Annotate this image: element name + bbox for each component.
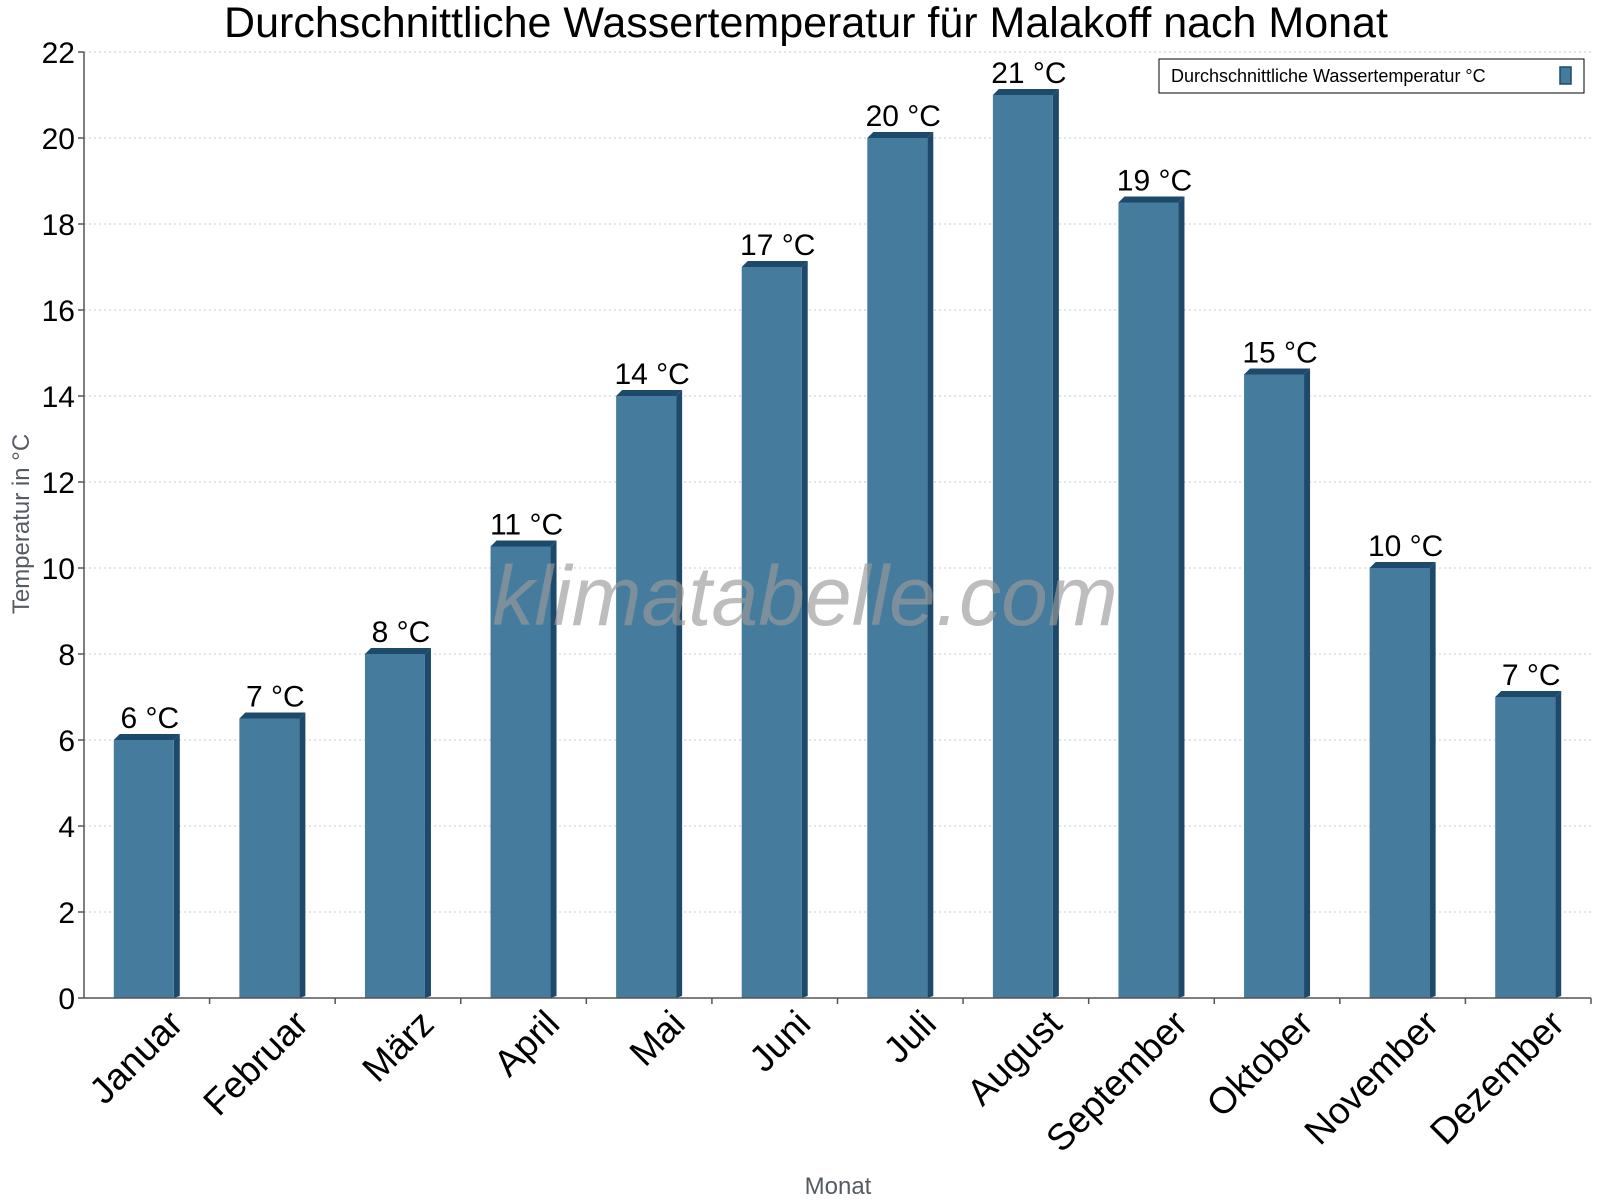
- bar-8: [993, 89, 1059, 998]
- data-label: 7 °C: [1502, 659, 1561, 692]
- y-axis-title: Temperatur in °C: [8, 434, 35, 614]
- y-tick-label: 2: [58, 897, 75, 930]
- y-tick-label: 4: [58, 811, 75, 844]
- legend: Durchschnittliche Wassertemperatur °C: [1159, 59, 1584, 93]
- x-tick-label: Dezember: [1422, 1003, 1572, 1153]
- data-label: 19 °C: [1117, 165, 1192, 198]
- data-label: 7 °C: [246, 681, 305, 714]
- bar-11: [1370, 562, 1436, 998]
- x-tick-label: Juni: [741, 1003, 818, 1080]
- bar-side: [299, 713, 305, 999]
- bar-front: [1244, 375, 1304, 999]
- x-tick-label: April: [486, 1003, 567, 1084]
- bar-front: [114, 740, 174, 998]
- data-label: 20 °C: [866, 100, 941, 133]
- x-tick-label: März: [354, 1003, 441, 1090]
- bar-5: [616, 390, 682, 998]
- bar-9: [1118, 197, 1184, 999]
- bar-2: [239, 713, 305, 999]
- data-label: 11 °C: [490, 509, 563, 542]
- y-tick-label: 18: [42, 209, 75, 242]
- bar-front: [993, 95, 1053, 998]
- bar-front: [239, 719, 299, 999]
- x-tick-label: Februar: [195, 1003, 316, 1124]
- bar-1: [114, 734, 180, 998]
- data-label: 17 °C: [740, 229, 815, 262]
- y-tick-label: 16: [42, 295, 75, 328]
- legend-label: Durchschnittliche Wassertemperatur °C: [1171, 66, 1486, 86]
- bar-side: [676, 390, 682, 998]
- y-tick-label: 10: [42, 553, 75, 586]
- y-tick-label: 8: [58, 639, 75, 672]
- bar-front: [1495, 697, 1555, 998]
- data-label: 15 °C: [1242, 337, 1317, 370]
- bar-side: [425, 648, 431, 998]
- bar-side: [1178, 197, 1184, 999]
- bar-3: [365, 648, 431, 998]
- y-tick-label: 14: [42, 381, 75, 414]
- y-tick-label: 6: [58, 725, 75, 758]
- bar-front: [1118, 203, 1178, 999]
- data-label: 10 °C: [1368, 530, 1443, 563]
- bar-side: [1430, 562, 1436, 998]
- chart-title: Durchschnittliche Wassertemperatur für M…: [224, 0, 1388, 47]
- bar-side: [1304, 369, 1310, 999]
- bar-side: [1053, 89, 1059, 998]
- x-tick-label: Juli: [876, 1003, 944, 1071]
- bar-front: [616, 396, 676, 998]
- bars: [114, 89, 1561, 998]
- watermark: klimatabelle.com: [492, 549, 1118, 643]
- x-tick-label: Oktober: [1199, 1003, 1321, 1125]
- x-axis-title: Monat: [805, 1173, 872, 1200]
- x-tick-label: Januar: [81, 1003, 190, 1112]
- data-label: 14 °C: [614, 358, 689, 391]
- x-tick-label: August: [959, 1002, 1070, 1113]
- y-tick-label: 22: [42, 37, 75, 70]
- data-label: 8 °C: [372, 616, 431, 649]
- y-tick-labels: 0 2 4 6 8 10 12 14 16 18 20 22: [42, 37, 84, 1016]
- bar-10: [1244, 369, 1310, 999]
- grid-lines: [84, 52, 1591, 912]
- bar-12: [1495, 691, 1561, 998]
- bar-front: [365, 654, 425, 998]
- bar-front: [1370, 568, 1430, 998]
- axes: [84, 52, 1591, 998]
- y-tick-label: 20: [42, 123, 75, 156]
- data-label: 6 °C: [120, 702, 179, 735]
- x-tick-labels: Januar Februar März April Mai Juni Juli AugustS…: [81, 998, 1591, 1160]
- bar-side: [1555, 691, 1561, 998]
- data-label: 21 °C: [991, 57, 1066, 90]
- bar-side: [174, 734, 180, 998]
- x-tick-label: Mai: [622, 1003, 693, 1074]
- legend-swatch: [1560, 67, 1571, 84]
- y-tick-label: 12: [42, 467, 75, 500]
- x-tick-label: November: [1297, 1003, 1447, 1153]
- y-tick-label: 0: [58, 983, 75, 1016]
